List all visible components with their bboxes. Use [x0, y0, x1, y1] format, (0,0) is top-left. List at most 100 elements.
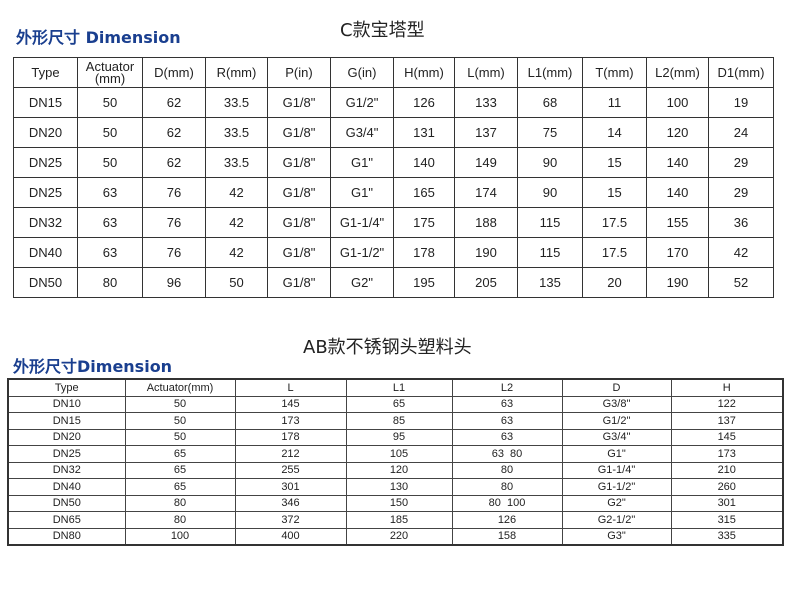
table-cell: 68	[517, 87, 583, 118]
table-cell: G3/4"	[330, 117, 394, 148]
table-cell: 42	[205, 177, 268, 208]
table-cell: G1/8"	[267, 87, 331, 118]
column-header: Actuator (mm)	[77, 57, 143, 88]
table-cell: 155	[646, 207, 709, 238]
table-cell: 50	[205, 267, 268, 298]
dimension-heading-1: 外形尺寸 Dimension	[16, 28, 181, 47]
table-cell: 100	[124, 527, 236, 546]
column-header: Type	[7, 378, 126, 397]
table-cell: DN32	[7, 461, 126, 479]
table-cell: DN10	[7, 395, 126, 413]
table-cell: G1/8"	[267, 207, 331, 238]
table-cell: 15	[582, 147, 647, 178]
table-cell: 115	[517, 207, 583, 238]
table-cell: 122	[670, 395, 784, 413]
table-cell: 145	[670, 428, 784, 446]
table-row: DN25 63 76 42 G1/8" G1" 165 174 90 15 140 29	[13, 177, 774, 208]
table-cell: 50	[124, 395, 236, 413]
table-cell: 65	[124, 461, 236, 479]
table-cell: 63	[451, 395, 563, 413]
table-cell: 20	[582, 267, 647, 298]
table-cell: DN25	[13, 147, 78, 178]
table-cell: 80 100	[451, 494, 563, 512]
table-cell: 50	[124, 412, 236, 430]
table-cell: 165	[393, 177, 455, 208]
table-cell: 90	[517, 147, 583, 178]
column-header: R(mm)	[205, 57, 268, 88]
table-cell: 29	[708, 147, 774, 178]
table-cell: DN40	[7, 478, 126, 496]
column-header: H	[670, 378, 784, 397]
table-cell: 173	[234, 412, 347, 430]
table-cell: 220	[345, 527, 453, 546]
column-header: P(in)	[267, 57, 331, 88]
table-cell: G1-1/2"	[330, 237, 394, 268]
table-cell: 188	[454, 207, 518, 238]
table-cell: 17.5	[582, 237, 647, 268]
column-header: Type	[13, 57, 78, 88]
table-cell: 33.5	[205, 117, 268, 148]
table-cell: G3"	[561, 527, 672, 546]
column-header: L	[234, 378, 347, 397]
table-row: DN40 63 76 42 G1/8" G1-1/2" 178 190 115 17.5 170 42	[13, 237, 774, 268]
table-cell: 120	[345, 461, 453, 479]
table-row: DN15 50 62 33.5 G1/8" G1/2" 126 133 68 11 100 19	[13, 87, 774, 118]
table-cell: G1/8"	[267, 267, 331, 298]
table-cell: 195	[393, 267, 455, 298]
table-cell: 137	[454, 117, 518, 148]
table-cell: 185	[345, 511, 453, 529]
table-row: DN25 65 212 105 63 80 G1" 173	[7, 445, 784, 463]
table-cell: 62	[142, 117, 206, 148]
table-cell: 63 80	[451, 445, 563, 463]
table-cell: 173	[670, 445, 784, 463]
table-cell: 80	[124, 494, 236, 512]
table-cell: 137	[670, 412, 784, 430]
table-cell: 19	[708, 87, 774, 118]
table-cell: 14	[582, 117, 647, 148]
table-cell: DN40	[13, 237, 78, 268]
table-cell: 255	[234, 461, 347, 479]
dimension-table-ab: Type Actuator(mm) L L1 L2 D H DN10 50 145 65 63 G3/8…	[7, 378, 784, 546]
table-cell: G2"	[330, 267, 394, 298]
table-cell: DN15	[13, 87, 78, 118]
table-cell: G1-1/4"	[330, 207, 394, 238]
table-cell: 63	[77, 237, 143, 268]
table-cell: 126	[451, 511, 563, 529]
table-cell: 131	[393, 117, 455, 148]
section-title-2: AB款不锈钢头塑料头	[303, 337, 472, 358]
table-cell: G1/8"	[267, 117, 331, 148]
column-header: L1(mm)	[517, 57, 583, 88]
table-row: DN20 50 178 95 63 G3/4" 145	[7, 428, 784, 446]
table-cell: 62	[142, 87, 206, 118]
table-cell: 65	[124, 445, 236, 463]
table-cell: 190	[646, 267, 709, 298]
table-cell: 315	[670, 511, 784, 529]
table-cell: 140	[393, 147, 455, 178]
table-cell: G1/8"	[267, 237, 331, 268]
table-cell: 50	[77, 147, 143, 178]
table-cell: 80	[124, 511, 236, 529]
table-cell: 15	[582, 177, 647, 208]
table-cell: 76	[142, 207, 206, 238]
table-cell: DN65	[7, 511, 126, 529]
column-header: D(mm)	[142, 57, 206, 88]
column-header: L1	[345, 378, 453, 397]
table-cell: 149	[454, 147, 518, 178]
table-cell: 42	[205, 237, 268, 268]
column-header: T(mm)	[582, 57, 647, 88]
table-cell: 301	[670, 494, 784, 512]
table-cell: 75	[517, 117, 583, 148]
table-cell: 33.5	[205, 147, 268, 178]
column-header: L(mm)	[454, 57, 518, 88]
column-header: D1(mm)	[708, 57, 774, 88]
column-header: Actuator(mm)	[124, 378, 236, 397]
table-cell: 120	[646, 117, 709, 148]
table-cell: 42	[205, 207, 268, 238]
table-cell: 170	[646, 237, 709, 268]
table-cell: 11	[582, 87, 647, 118]
table-cell: 80	[77, 267, 143, 298]
table-cell: G1"	[561, 445, 672, 463]
table-cell: 52	[708, 267, 774, 298]
dimension-heading-2: 外形尺寸Dimension	[13, 357, 173, 376]
table-cell: G1-1/2"	[561, 478, 672, 496]
